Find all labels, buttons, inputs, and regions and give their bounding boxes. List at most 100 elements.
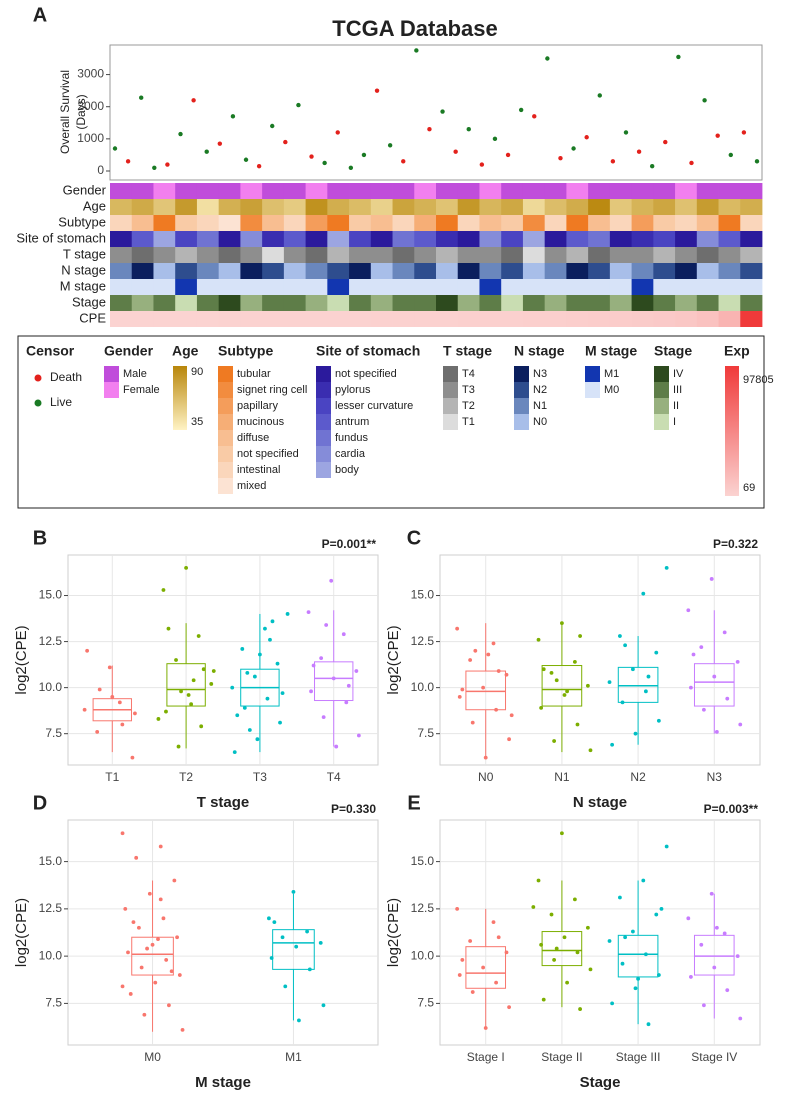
data-point: [725, 988, 730, 993]
heatmap-cell: [305, 231, 328, 247]
survival-point: [545, 56, 550, 61]
box-body: [166, 663, 206, 707]
panel-letter: E: [407, 792, 420, 814]
legend-label: antrum: [335, 416, 369, 428]
x-tick-label: Stage I: [467, 1050, 505, 1064]
y-axis-title: (Days): [74, 94, 88, 129]
data-point: [235, 713, 240, 718]
heatmap-cell: [262, 231, 285, 247]
track-label: Age: [83, 198, 106, 213]
y-tick-label: 15.0: [39, 854, 63, 868]
data-point: [161, 916, 166, 921]
data-point: [120, 722, 125, 727]
heatmap-cell: [522, 199, 546, 215]
data-point: [85, 648, 90, 653]
heatmap-cell: [566, 263, 589, 279]
heatmap-cell: [262, 295, 285, 311]
heatmap-cell: [110, 199, 133, 215]
legend-swatch: [316, 446, 331, 462]
heatmap-cell: [349, 199, 372, 215]
heatmap-cell: [740, 295, 763, 311]
survival-point: [715, 133, 720, 138]
survival-point: [322, 160, 327, 166]
heatmap-cell: [696, 295, 719, 311]
heatmap-cell: [740, 231, 763, 247]
heatmap-cell: [131, 311, 154, 327]
data-point: [578, 1007, 582, 1011]
data-point: [180, 1027, 185, 1032]
heatmap-cell: [653, 199, 676, 215]
y-axis-title: log2(CPE): [385, 625, 402, 694]
heatmap-cell: [305, 215, 328, 231]
heatmap-cell: [457, 215, 480, 231]
heatmap-cell: [110, 295, 133, 311]
survival-point: [453, 149, 458, 154]
data-point: [334, 744, 339, 749]
heatmap-cell: [110, 247, 133, 263]
p-value: P=0.003**: [704, 802, 759, 816]
legend-swatch: [585, 382, 600, 398]
heatmap-cell: [588, 215, 611, 231]
heatmap-cell: [283, 215, 306, 231]
survival-point: [230, 114, 236, 119]
heatmap-cell: [588, 311, 611, 327]
data-point: [189, 702, 194, 707]
heatmap-cell: [609, 231, 632, 247]
heatmap-cell: [522, 279, 546, 295]
heatmap-cell: [240, 311, 263, 327]
heatmap-cell: [349, 263, 372, 279]
heatmap-cell: [370, 199, 393, 215]
legend-label: M1: [604, 368, 619, 380]
heatmap-cell: [653, 279, 676, 295]
data-point: [269, 956, 274, 960]
survival-point: [466, 127, 471, 132]
data-point: [201, 667, 206, 672]
data-point: [699, 942, 704, 947]
data-point: [294, 944, 299, 949]
legend-label: mucinous: [237, 416, 285, 428]
data-point: [738, 722, 743, 727]
y-tick-label: 10.0: [39, 680, 63, 694]
track-label: CPE: [79, 310, 106, 325]
data-point: [137, 925, 141, 930]
y-tick-label: 12.5: [411, 634, 435, 648]
panel-letter: A: [33, 4, 47, 26]
heatmap-cell: [696, 215, 719, 231]
y-axis-title: log2(CPE): [13, 898, 30, 967]
box-body: [465, 946, 507, 989]
data-point: [483, 755, 488, 760]
survival-point: [204, 149, 209, 154]
heatmap-cell: [696, 199, 719, 215]
data-point: [211, 669, 216, 673]
heatmap-cell: [392, 279, 415, 295]
data-point: [354, 669, 359, 673]
heatmap-cell: [457, 247, 480, 263]
data-point: [120, 984, 125, 989]
heatmap-cell: [501, 311, 524, 327]
data-point: [572, 897, 577, 902]
data-point: [714, 925, 719, 930]
legend-swatch: [316, 366, 331, 382]
heatmap-cell: [501, 231, 524, 247]
data-point: [536, 637, 541, 642]
data-point: [701, 1003, 706, 1008]
data-point: [270, 619, 275, 624]
heatmap-cell: [696, 231, 719, 247]
legend-swatch: [654, 382, 669, 398]
heatmap-cell: [696, 263, 719, 279]
data-point: [539, 705, 544, 710]
heatmap-cell: [327, 263, 350, 279]
data-point: [174, 658, 178, 662]
survival-point: [165, 162, 170, 167]
heatmap-cell: [675, 199, 698, 215]
data-point: [107, 665, 112, 670]
survival-point: [178, 131, 183, 137]
legend-title: T stage: [443, 343, 492, 359]
data-point: [184, 565, 188, 570]
survival-point: [112, 146, 118, 151]
legend-swatch: [514, 398, 529, 414]
x-axis-title: N stage: [573, 794, 627, 811]
heatmap-cell: [740, 183, 763, 199]
heatmap-cell: [153, 295, 176, 311]
heatmap-cell: [631, 247, 654, 263]
